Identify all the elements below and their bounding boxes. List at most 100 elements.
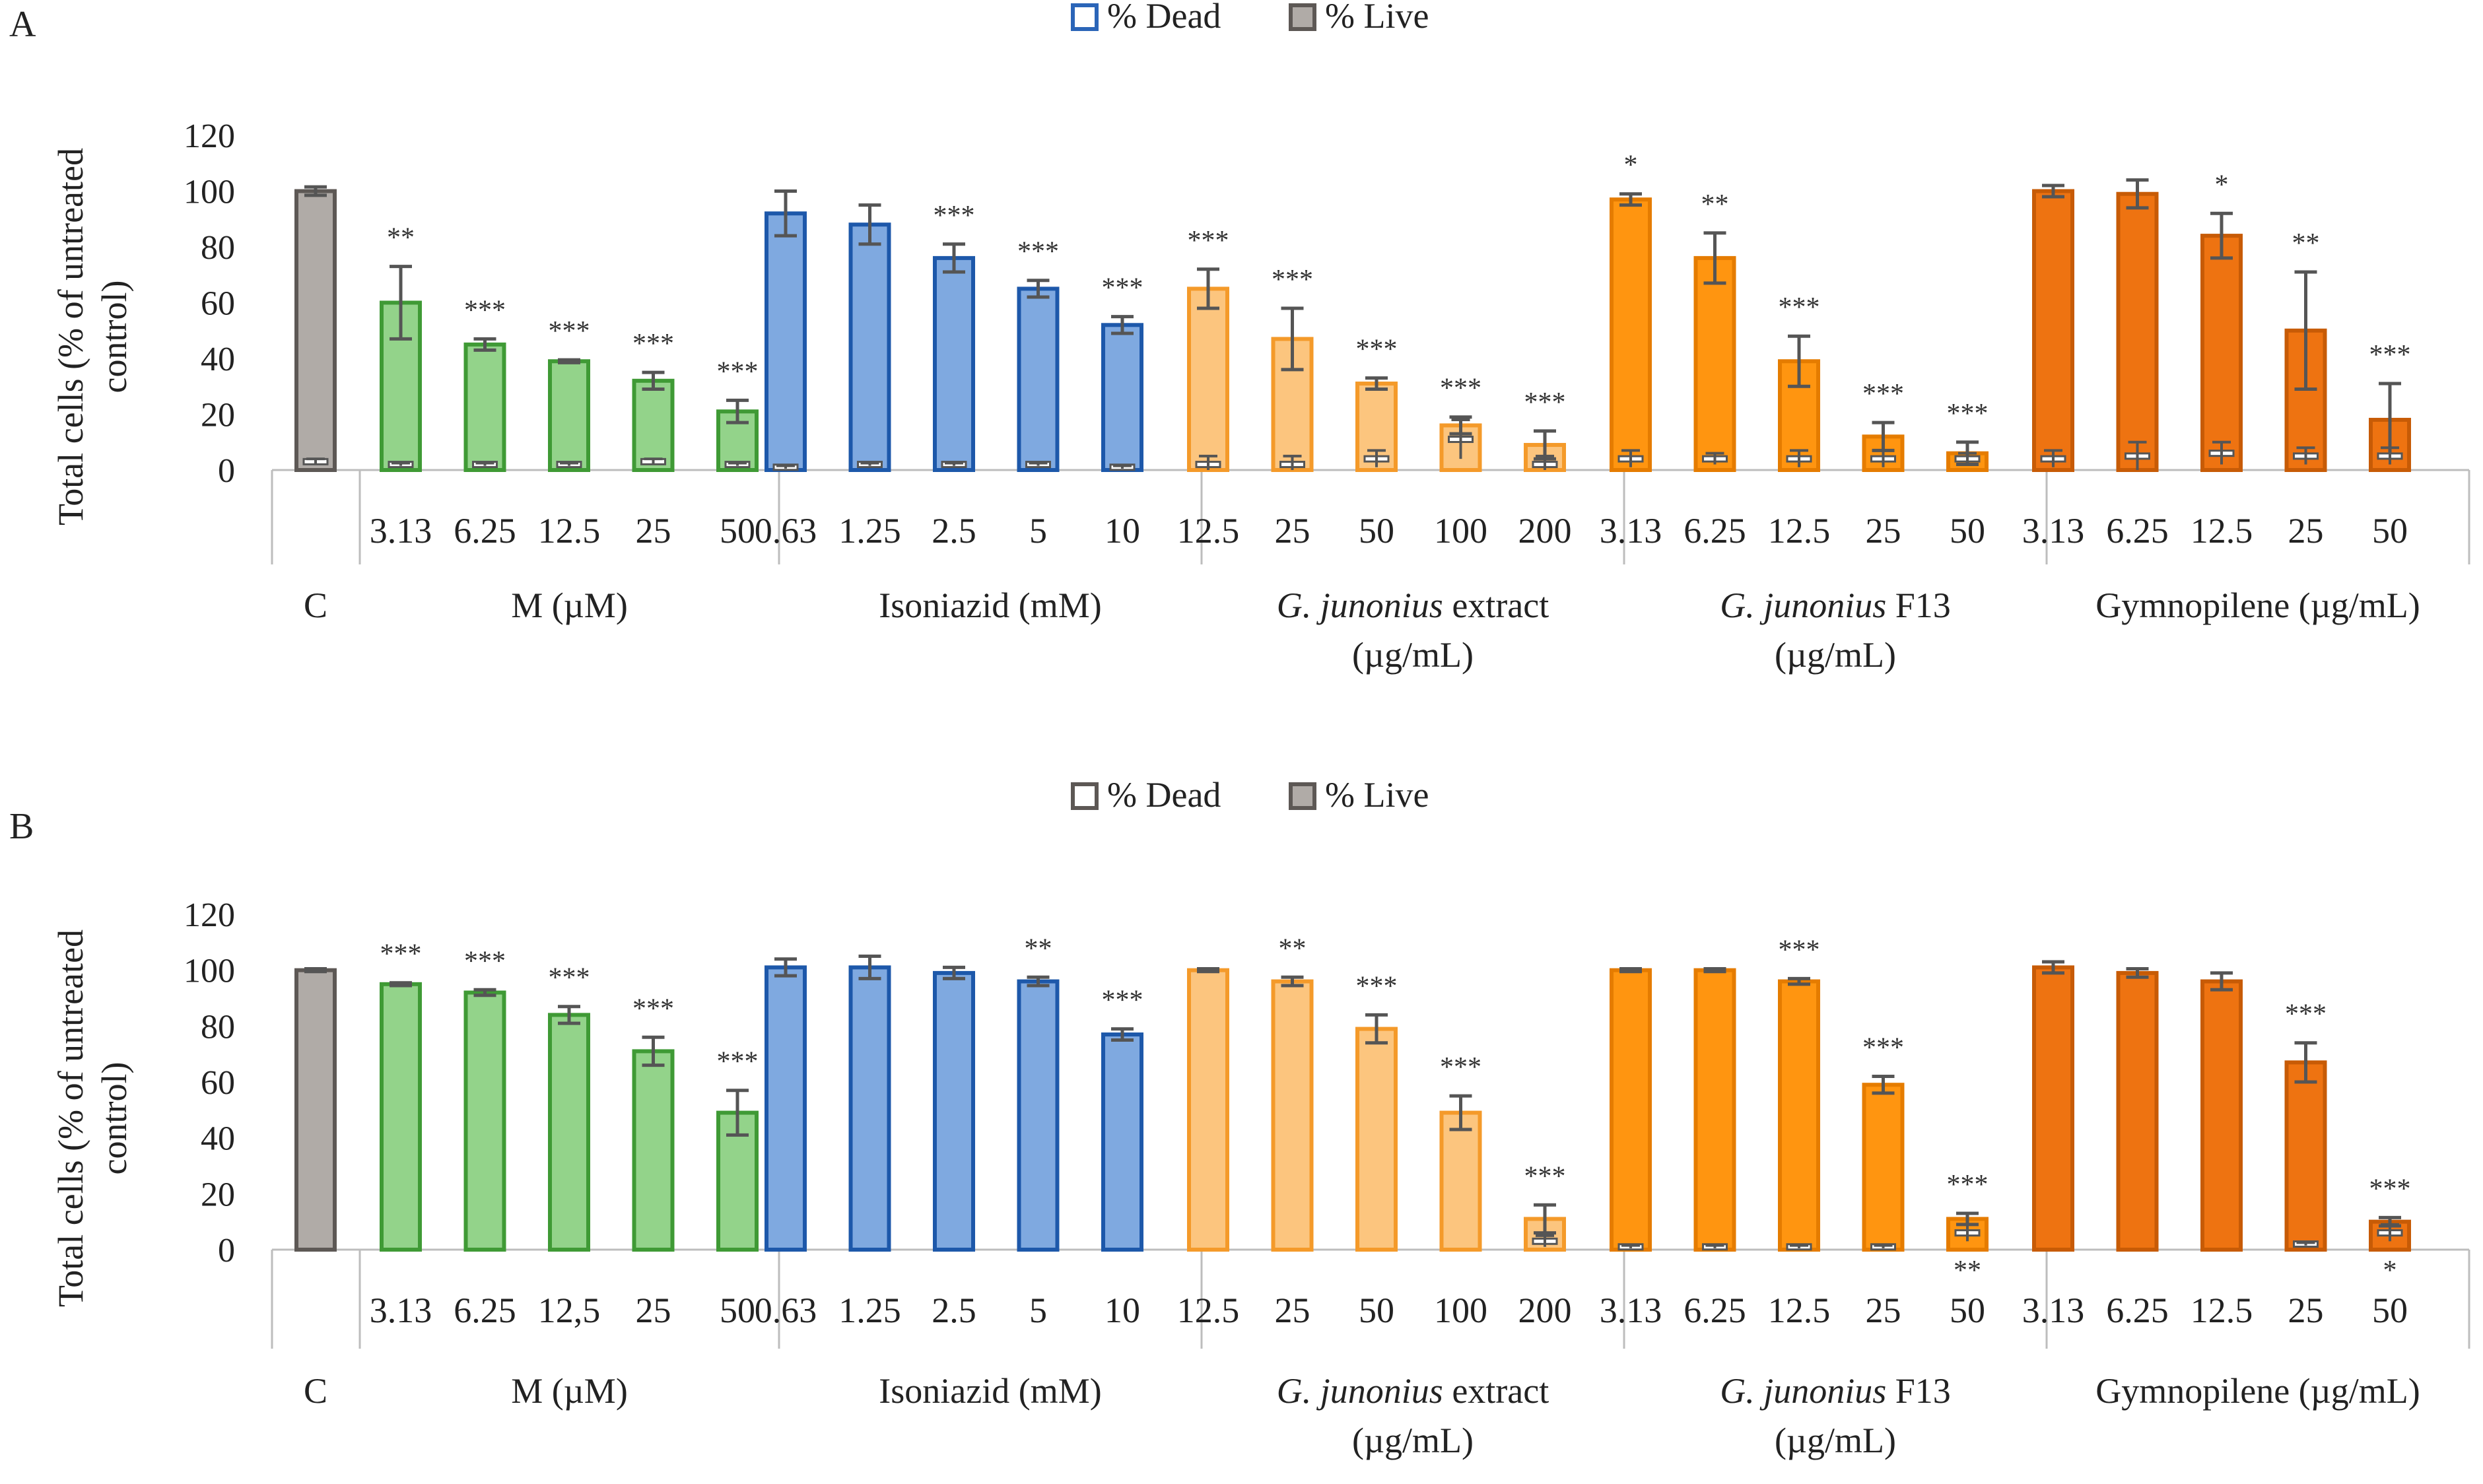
bar-significance: *** xyxy=(717,356,759,387)
group-label: Gymnopilene (µg/mL) xyxy=(2095,1371,2420,1411)
group-label-unit: (µg/mL) xyxy=(1775,1421,1896,1460)
bar-live-bar xyxy=(1017,979,1060,1252)
x-tick-label: 25 xyxy=(636,1291,671,1330)
bar-live-bar xyxy=(1693,968,1736,1252)
x-tick-label: 25 xyxy=(1866,1291,1901,1330)
control-live-bar xyxy=(294,968,337,1252)
legend-swatch xyxy=(1071,3,1099,31)
bar-live-bar xyxy=(1017,287,1060,472)
bar-live-bar xyxy=(380,982,422,1252)
y-tick-label: 120 xyxy=(184,118,235,155)
x-tick-label: 3.13 xyxy=(1600,1291,1662,1330)
control-live-bar xyxy=(294,189,337,472)
x-tick-label: 6.25 xyxy=(2106,511,2169,551)
bar-significance: ** xyxy=(1279,933,1307,964)
bar-live-bar xyxy=(933,255,975,472)
bar-significance: ** xyxy=(2292,228,2320,259)
bar-live-bar xyxy=(2200,234,2243,472)
y-tick-label: 80 xyxy=(201,229,235,267)
group-label: M (µM) xyxy=(511,1371,628,1411)
bar-live-bar xyxy=(548,359,590,472)
x-tick-label: 12,5 xyxy=(538,1291,601,1330)
bar-live-bar xyxy=(2284,1060,2327,1252)
y-tick-label: 120 xyxy=(184,896,235,934)
x-tick-label: 25 xyxy=(1275,1291,1310,1330)
group-label: G. junonius F13 xyxy=(1720,1371,1951,1411)
bar-significance: *** xyxy=(1102,273,1143,304)
group-label: G. junonius extract xyxy=(1277,586,1549,625)
x-tick-label: 12.5 xyxy=(1177,1291,1240,1330)
group-label: G. junonius extract xyxy=(1277,1371,1549,1411)
bar-live-bar xyxy=(548,1013,590,1252)
bar-live-bar xyxy=(463,990,506,1252)
x-tick-label: 3.13 xyxy=(370,511,432,551)
x-tick-label: 1.25 xyxy=(838,511,901,551)
bar-live-bar xyxy=(2032,965,2074,1252)
bar-significance: *** xyxy=(2285,999,2327,1030)
x-tick-label: 0.63 xyxy=(755,1291,817,1330)
x-tick-label: 200 xyxy=(1518,1291,1572,1330)
bar-significance: *** xyxy=(380,939,422,970)
y-tick-label: 60 xyxy=(201,285,235,323)
bar-live-bar xyxy=(765,211,807,472)
bar-significance: *** xyxy=(1440,1052,1481,1083)
bar-live-bar xyxy=(848,965,891,1252)
y-tick-label: 100 xyxy=(184,953,235,990)
x-tick-label: 25 xyxy=(2288,511,2324,551)
group-label: Gymnopilene (µg/mL) xyxy=(2095,586,2420,625)
bar-significance: *** xyxy=(1947,399,1989,429)
bar-significance: *** xyxy=(2369,340,2411,370)
y-tick-label: 0 xyxy=(218,1232,235,1269)
group-label-italic: G. junonius xyxy=(1720,586,1886,625)
x-tick-label: 25 xyxy=(1866,511,1901,551)
x-tick-label: 50 xyxy=(2372,1291,2408,1330)
bar-significance: *** xyxy=(1524,388,1566,418)
bar-live-bar xyxy=(632,1049,675,1252)
bar-significance: *** xyxy=(549,316,590,347)
bar-live-bar xyxy=(1355,1027,1398,1252)
bar-live-bar xyxy=(1778,979,1820,1252)
x-tick-label: 12.5 xyxy=(1177,511,1240,551)
x-tick-label: 50 xyxy=(1359,1291,1394,1330)
bar-significance: *** xyxy=(1272,265,1313,295)
x-tick-label: 100 xyxy=(1434,1291,1487,1330)
group-label-rest: F13 xyxy=(1886,1371,1951,1411)
x-tick-label: 2.5 xyxy=(932,511,976,551)
bar-significance: *** xyxy=(1779,935,1820,965)
bar-significance: *** xyxy=(1440,374,1481,404)
bar-live-bar xyxy=(1187,287,1229,472)
bar-significance: ** xyxy=(1701,189,1729,220)
legend-swatch xyxy=(1289,782,1316,810)
bar-significance: * xyxy=(2215,170,2229,200)
bar-live-bar xyxy=(1862,1083,1905,1252)
group-label: G. junonius F13 xyxy=(1720,586,1951,625)
x-tick-label: 12.5 xyxy=(538,511,601,551)
x-tick-label: 0.63 xyxy=(755,511,817,551)
x-tick-label: 1.25 xyxy=(838,1291,901,1330)
x-tick-label: 50 xyxy=(1950,511,1985,551)
x-tick-label: 50 xyxy=(2372,511,2408,551)
bar-live-bar xyxy=(848,222,891,472)
bar-live-bar xyxy=(2032,189,2074,472)
bar-bottom-significance: ** xyxy=(1954,1256,1981,1286)
y-axis-label: Total cells (% of untreated control) xyxy=(51,929,134,1307)
x-tick-label: 12.5 xyxy=(1768,511,1831,551)
bar-live-bar xyxy=(1187,968,1229,1252)
group-label-unit: (µg/mL) xyxy=(1352,635,1474,675)
x-tick-label: 6.25 xyxy=(454,511,516,551)
legend-swatch xyxy=(1071,782,1099,810)
bar-live-bar xyxy=(1271,979,1314,1252)
bar-live-bar xyxy=(1101,1032,1143,1252)
legend-label: % Live xyxy=(1325,775,1429,815)
bar-live-bar xyxy=(765,965,807,1252)
bar-significance: *** xyxy=(464,946,506,976)
x-tick-label: 25 xyxy=(1275,511,1310,551)
bar-significance: *** xyxy=(1017,237,1059,267)
panel-letter: B xyxy=(9,806,34,847)
bar-live-bar xyxy=(1101,323,1143,472)
x-tick-label: 12.5 xyxy=(2191,511,2253,551)
group-label-rest: extract xyxy=(1443,586,1549,625)
bar-live-bar xyxy=(933,970,975,1252)
x-tick-label: 2.5 xyxy=(932,1291,976,1330)
